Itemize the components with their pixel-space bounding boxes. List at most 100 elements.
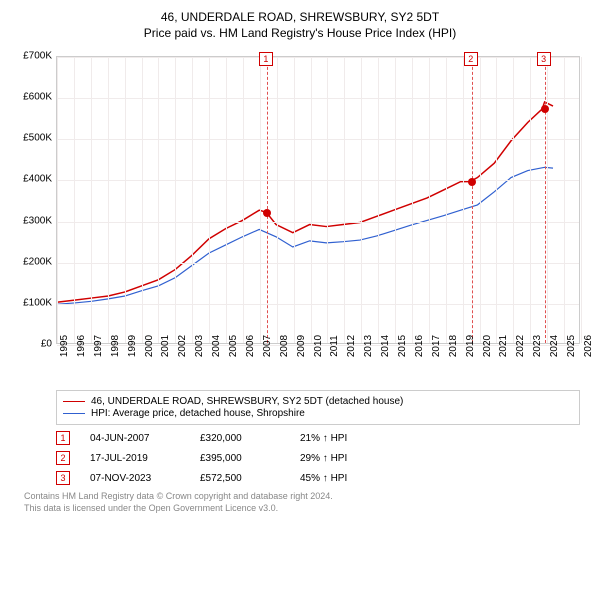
gridline-horizontal	[57, 304, 579, 305]
event-marker-point	[468, 178, 476, 186]
event-price: £572,500	[200, 473, 280, 484]
gridline-vertical	[277, 57, 278, 343]
gridline-vertical	[243, 57, 244, 343]
footer-line-1: Contains HM Land Registry data © Crown c…	[24, 491, 588, 503]
event-marker-box: 2	[464, 52, 478, 66]
x-tick-label: 1995	[59, 335, 70, 357]
event-marker-box: 3	[537, 52, 551, 66]
x-tick-label: 2013	[363, 335, 374, 357]
event-delta: 45% ↑ HPI	[300, 473, 347, 484]
gridline-vertical	[158, 57, 159, 343]
x-tick-label: 1996	[76, 335, 87, 357]
x-tick-label: 2019	[465, 335, 476, 357]
gridline-horizontal	[57, 57, 579, 58]
x-tick-label: 2021	[498, 335, 509, 357]
x-tick-label: 2015	[397, 335, 408, 357]
gridline-vertical	[446, 57, 447, 343]
x-tick-label: 2009	[296, 335, 307, 357]
chart-lines-svg	[57, 57, 579, 343]
chart-subtitle: Price paid vs. HM Land Registry's House …	[12, 26, 588, 40]
y-tick-label: £600K	[12, 92, 52, 103]
footer-line-2: This data is licensed under the Open Gov…	[24, 503, 588, 515]
x-tick-label: 2018	[448, 335, 459, 357]
gridline-vertical	[327, 57, 328, 343]
gridline-horizontal	[57, 263, 579, 264]
event-delta: 21% ↑ HPI	[300, 433, 347, 444]
gridline-vertical	[108, 57, 109, 343]
x-tick-label: 2023	[532, 335, 543, 357]
event-row: 217-JUL-2019£395,00029% ↑ HPI	[56, 451, 580, 465]
event-date: 04-JUN-2007	[90, 433, 180, 444]
gridline-vertical	[57, 57, 58, 343]
legend: 46, UNDERDALE ROAD, SHREWSBURY, SY2 5DT …	[56, 390, 580, 425]
x-tick-label: 2006	[245, 335, 256, 357]
gridline-vertical	[480, 57, 481, 343]
x-tick-label: 2010	[313, 335, 324, 357]
gridline-vertical	[209, 57, 210, 343]
legend-label: HPI: Average price, detached house, Shro…	[91, 408, 305, 419]
event-price: £395,000	[200, 453, 280, 464]
x-tick-label: 2002	[177, 335, 188, 357]
event-row: 3 07-NOV-2023 £572,500 45% ↑ HPI	[56, 471, 580, 485]
event-marker-point	[541, 105, 549, 113]
gridline-vertical	[547, 57, 548, 343]
event-marker-box: 1	[259, 52, 273, 66]
gridline-vertical	[564, 57, 565, 343]
y-tick-label: £700K	[12, 51, 52, 62]
chart-area: £0£100K£200K£300K£400K£500K£600K£700K199…	[12, 48, 588, 388]
event-marker-line	[267, 57, 268, 343]
gridline-vertical	[395, 57, 396, 343]
x-tick-label: 2007	[262, 335, 273, 357]
x-tick-label: 1999	[127, 335, 138, 357]
y-tick-label: £400K	[12, 174, 52, 185]
y-tick-label: £200K	[12, 256, 52, 267]
x-tick-label: 1997	[93, 335, 104, 357]
x-tick-label: 2008	[279, 335, 290, 357]
y-tick-label: £300K	[12, 215, 52, 226]
gridline-horizontal	[57, 98, 579, 99]
y-tick-label: £500K	[12, 133, 52, 144]
x-tick-label: 1998	[110, 335, 121, 357]
event-number-box: 3	[56, 471, 70, 485]
x-tick-label: 2022	[515, 335, 526, 357]
x-tick-label: 2003	[194, 335, 205, 357]
event-number-box: 1	[56, 431, 70, 445]
gridline-vertical	[513, 57, 514, 343]
x-tick-label: 2025	[566, 335, 577, 357]
gridline-vertical	[581, 57, 582, 343]
x-tick-label: 2000	[144, 335, 155, 357]
legend-swatch	[63, 413, 85, 414]
gridline-horizontal	[57, 180, 579, 181]
x-tick-label: 2016	[414, 335, 425, 357]
event-row: 104-JUN-2007£320,00021% ↑ HPI	[56, 431, 580, 445]
gridline-vertical	[496, 57, 497, 343]
event-table: 104-JUN-2007£320,00021% ↑ HPI217-JUL-201…	[56, 431, 580, 485]
x-tick-label: 2026	[583, 335, 594, 357]
gridline-horizontal	[57, 139, 579, 140]
x-tick-label: 2012	[346, 335, 357, 357]
footer-attribution: Contains HM Land Registry data © Crown c…	[24, 491, 588, 514]
legend-item: HPI: Average price, detached house, Shro…	[63, 408, 573, 419]
event-date: 07-NOV-2023	[90, 473, 180, 484]
gridline-vertical	[192, 57, 193, 343]
gridline-vertical	[74, 57, 75, 343]
x-tick-label: 2011	[329, 335, 340, 357]
gridline-vertical	[311, 57, 312, 343]
legend-item: 46, UNDERDALE ROAD, SHREWSBURY, SY2 5DT …	[63, 396, 573, 407]
gridline-vertical	[175, 57, 176, 343]
y-tick-label: £0	[12, 339, 52, 350]
event-marker-line	[472, 57, 473, 343]
event-marker-point	[263, 209, 271, 217]
gridline-vertical	[463, 57, 464, 343]
gridline-vertical	[142, 57, 143, 343]
x-tick-label: 2005	[228, 335, 239, 357]
gridline-horizontal	[57, 222, 579, 223]
legend-label: 46, UNDERDALE ROAD, SHREWSBURY, SY2 5DT …	[91, 396, 403, 407]
gridline-vertical	[260, 57, 261, 343]
gridline-vertical	[361, 57, 362, 343]
gridline-vertical	[429, 57, 430, 343]
event-marker-line	[545, 57, 546, 343]
gridline-vertical	[125, 57, 126, 343]
x-tick-label: 2017	[431, 335, 442, 357]
x-tick-label: 2024	[549, 335, 560, 357]
